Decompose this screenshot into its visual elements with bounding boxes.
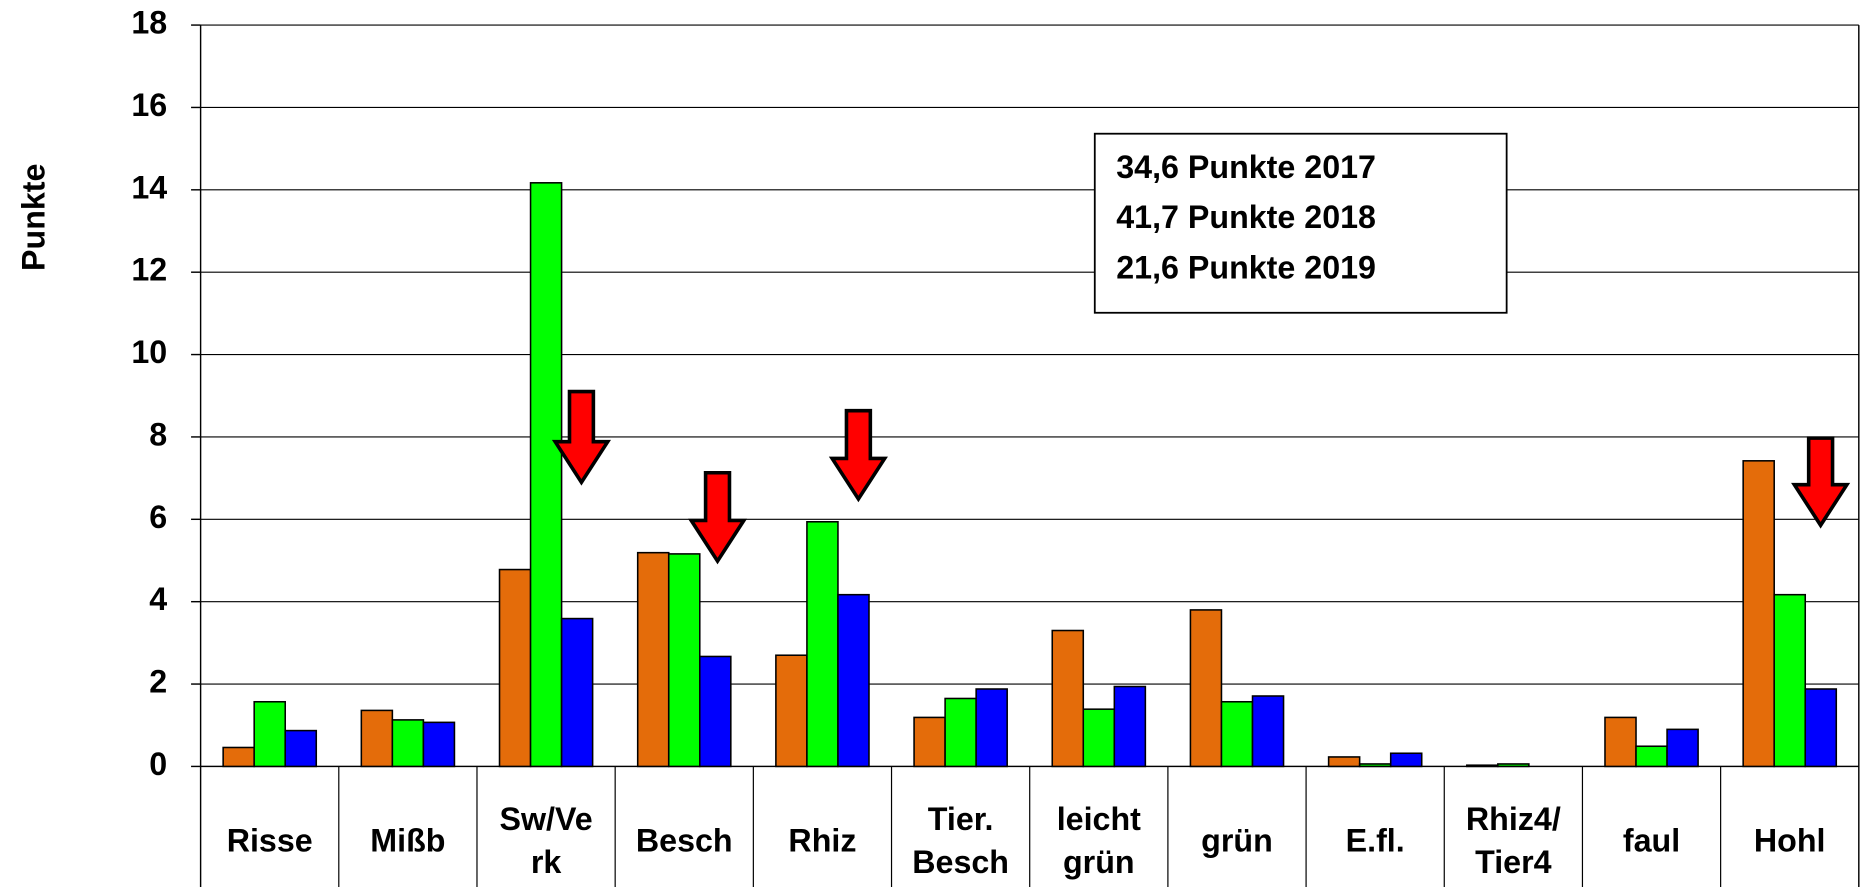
- red-arrow: [687, 470, 748, 565]
- x-tick-label: Rhiz: [788, 822, 856, 858]
- arrows: [551, 389, 1851, 565]
- red-arrow: [828, 408, 888, 503]
- bar: [222, 746, 255, 768]
- y-tick-label: 0: [149, 746, 167, 782]
- bar: [1666, 728, 1699, 768]
- bar: [1635, 745, 1668, 768]
- x-tick-label: Risse: [227, 822, 313, 858]
- x-tick-label: Hohl: [1754, 822, 1826, 858]
- y-tick-label: 4: [149, 581, 167, 617]
- bar: [944, 697, 977, 768]
- y-tick-label: 6: [149, 499, 167, 535]
- bar: [775, 654, 808, 768]
- y-tick-label: 12: [131, 252, 167, 288]
- bar: [360, 709, 394, 768]
- x-tick-label: Tier4: [1475, 844, 1552, 880]
- x-tick-label: Mißb: [370, 822, 445, 858]
- x-tick-label: faul: [1623, 822, 1680, 858]
- bar: [636, 551, 670, 768]
- bar: [560, 617, 594, 768]
- bar: [1773, 593, 1807, 768]
- bar: [1051, 629, 1085, 768]
- y-tick-label: 10: [131, 334, 167, 370]
- bar: [1358, 763, 1392, 768]
- bar: [529, 182, 563, 768]
- y-tick-label: 8: [149, 416, 167, 452]
- bar: [837, 593, 870, 768]
- bar: [1604, 716, 1637, 768]
- bar: [1742, 460, 1775, 768]
- bar: [284, 729, 318, 768]
- bar: [1497, 763, 1530, 768]
- y-tick-label: 16: [131, 87, 167, 123]
- x-tick-label: leicht: [1057, 801, 1141, 837]
- bar: [1113, 685, 1147, 768]
- bar: [1220, 700, 1254, 768]
- red-arrow: [551, 389, 611, 486]
- x-tick-label: Besch: [636, 822, 733, 858]
- bar: [698, 655, 732, 768]
- y-tick-label: 14: [131, 169, 167, 205]
- x-tick-label: grün: [1201, 822, 1273, 858]
- x-tick-label: rk: [531, 844, 562, 880]
- bar: [1251, 695, 1285, 768]
- annotation: 21,6 Punkte 2019: [1116, 249, 1376, 285]
- y-axis-label: Punkte: [15, 164, 51, 271]
- bar: [806, 521, 839, 768]
- bar: [667, 553, 701, 768]
- x-tick-label: E.fl.: [1346, 822, 1405, 858]
- bar: [253, 700, 287, 768]
- bar: [1327, 756, 1361, 768]
- y-tick-label: 2: [149, 664, 167, 700]
- x-tick-label: grün: [1063, 844, 1135, 880]
- bar: [1466, 764, 1499, 768]
- x-tick-label: Tier.: [928, 801, 994, 837]
- red-arrow: [1791, 436, 1851, 529]
- bar: [913, 716, 946, 768]
- bar: [391, 719, 425, 768]
- bar: [975, 688, 1008, 768]
- bar: [1082, 708, 1116, 768]
- bar: [422, 721, 456, 768]
- bar: [1389, 752, 1423, 768]
- annotation-box: [1093, 132, 1508, 314]
- x-tick-label: Besch: [912, 844, 1009, 880]
- bar: [498, 568, 532, 768]
- x-tick-label: Rhiz4/: [1466, 801, 1561, 837]
- annotation: 34,6 Punkte 2017: [1116, 149, 1376, 185]
- bar: [1189, 609, 1223, 768]
- x-tick-label: Sw/Ve: [500, 801, 593, 837]
- y-tick-label: 18: [131, 5, 167, 41]
- bar: [1804, 688, 1838, 768]
- annotation: 41,7 Punkte 2018: [1116, 199, 1376, 235]
